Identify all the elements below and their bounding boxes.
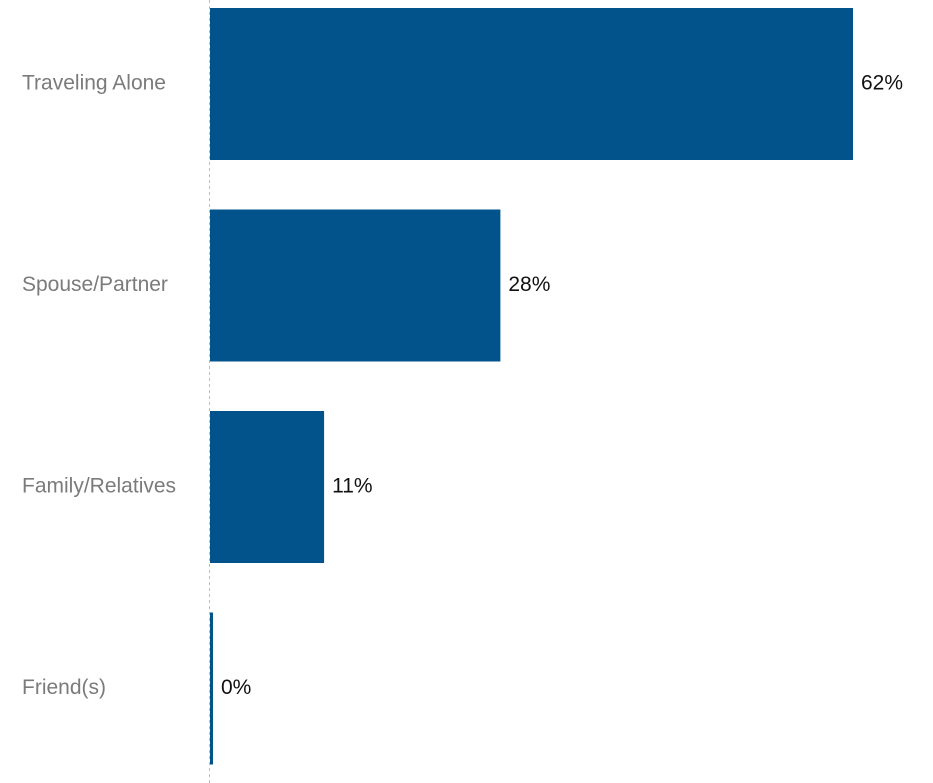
value-label: 0% [221,676,251,699]
category-labels-group: Traveling Alone Spouse/Partner Family/Rela… [22,72,176,700]
value-label: 28% [508,273,550,296]
bar-traveling-alone [210,8,853,160]
category-label: Spouse/Partner [22,273,168,296]
bar-friend-s [210,612,213,765]
category-label: Family/Relatives [22,475,176,498]
value-labels-group: 62% 28% 11% 0% [221,72,903,700]
value-label: 62% [861,72,903,95]
value-label: 11% [332,475,372,498]
bar-spouse-partner [210,209,501,362]
category-label: Friend(s) [22,676,106,699]
bar-family-relatives [210,411,325,563]
category-label: Traveling Alone [22,72,166,95]
bars-group [210,8,853,765]
